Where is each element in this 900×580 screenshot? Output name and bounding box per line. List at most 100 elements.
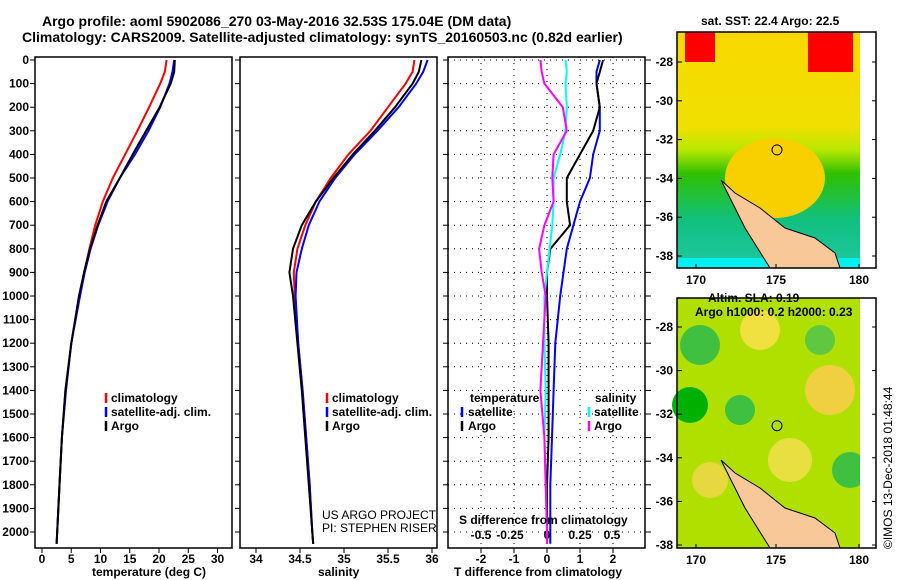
legend-label: Argo: [594, 419, 622, 433]
lon-tick-label: 175: [766, 273, 786, 287]
x-tick-label: 34: [249, 552, 263, 566]
y-tick-label: 200: [9, 100, 29, 114]
x2-tick-label: 0.5: [604, 528, 621, 542]
x-tick-label: 36: [425, 552, 439, 566]
plot-frame-0: [34, 56, 233, 549]
y-tick-label: 1800: [2, 478, 29, 492]
series-line-t-argo: [546, 59, 605, 544]
x2-tick-label: -0.25: [496, 528, 524, 542]
title-line-2: Climatology: CARS2009. Satellite-adjuste…: [22, 29, 623, 45]
x-tick-label: 5: [68, 552, 75, 566]
x-tick-label: 25: [182, 552, 196, 566]
x-tick-label: 0: [39, 552, 46, 566]
legend-label: satellite-adj. clim.: [332, 405, 432, 419]
sla-blob: [805, 365, 855, 415]
x-tick-label: 35: [337, 552, 351, 566]
legend-label: satellite-adj. clim.: [111, 405, 211, 419]
legend-label: climatology: [111, 391, 178, 405]
land-new-zealand: [720, 459, 841, 549]
y-tick-label: 1700: [2, 454, 29, 468]
y-tick-label: 2000: [2, 525, 29, 539]
y-tick-label: 1300: [2, 360, 29, 374]
project-line-1: US ARGO PROJECT: [322, 508, 437, 522]
series-line-argo: [288, 59, 423, 544]
y-tick-label: 1600: [2, 431, 29, 445]
legend-label: Argo: [111, 419, 139, 433]
y-tick-label: 100: [9, 77, 29, 91]
land-new-zealand: [720, 179, 841, 269]
lon-tick-label: 175: [766, 553, 786, 567]
sst-map-title: sat. SST: 22.4 Argo: 22.5: [701, 14, 840, 28]
lat-tick-label: -36: [656, 494, 674, 508]
argo-location-marker: [771, 420, 783, 432]
legend-label: Argo: [468, 419, 496, 433]
x-tick-label: -2: [476, 552, 487, 566]
x-tick-label: 2: [610, 552, 617, 566]
y-tick-label: 1200: [2, 336, 29, 350]
x-tick-label: 20: [152, 552, 166, 566]
legend-label: satellite: [594, 405, 639, 419]
credit: ©IMOS 13-Dec-2018 01:48:44: [881, 386, 895, 549]
lon-tick-label: 180: [849, 553, 869, 567]
sla-map-title-1: Altim. SLA: 0.19: [708, 291, 800, 305]
legend-label: climatology: [332, 391, 399, 405]
lat-tick-label: -32: [656, 407, 674, 421]
no-data-strip: [860, 32, 876, 268]
series-line-satellite-adj-clim-: [294, 59, 429, 544]
sla-blob: [680, 325, 720, 365]
sla-blob: [725, 395, 755, 425]
y-tick-label: 0: [22, 53, 29, 67]
no-data-strip: [860, 298, 876, 548]
sla-blob: [740, 310, 780, 350]
x-tick-label: 0: [544, 552, 551, 566]
y-tick-label: 800: [9, 242, 29, 256]
x2-tick-label: -0.5: [471, 528, 492, 542]
x-tick-label: 30: [211, 552, 225, 566]
lat-tick-label: -38: [656, 249, 674, 263]
sst-hot-patch: [685, 32, 715, 62]
y-tick-label: 1500: [2, 407, 29, 421]
x-tick-label: 10: [94, 552, 108, 566]
temp-xlabel: temperature (deg C): [92, 565, 207, 579]
x-tick-label: -1: [509, 552, 520, 566]
y-tick-label: 900: [9, 265, 29, 279]
lon-tick-label: 180: [849, 273, 869, 287]
plot-frame-1: [239, 56, 438, 549]
lat-tick-label: -32: [656, 133, 674, 147]
y-tick-label: 500: [9, 171, 29, 185]
lat-tick-label: -34: [656, 171, 674, 185]
project-line-2: PI: STEPHEN RISER: [322, 521, 437, 535]
series-line-s-argo: [538, 59, 568, 544]
diff-xlabel: T difference from climatology: [454, 565, 623, 579]
diff-x2label: S difference from climatology: [459, 513, 628, 527]
lat-tick-label: -34: [656, 451, 674, 465]
y-tick-label: 1400: [2, 383, 29, 397]
argo-location-marker: [771, 144, 783, 156]
sla-blob: [768, 438, 812, 482]
sla-map: [672, 297, 877, 549]
sla-blob: [692, 462, 728, 498]
sst-map: [676, 31, 877, 269]
legend-title-salinity: salinity: [595, 391, 637, 405]
y-tick-label: 1000: [2, 289, 29, 303]
x-tick-label: 15: [123, 552, 137, 566]
y-tick-label: 400: [9, 147, 29, 161]
lat-tick-label: -28: [656, 320, 674, 334]
lat-tick-label: -28: [656, 55, 674, 69]
legend-title-temperature: temperature: [470, 391, 540, 405]
y-tick-label: 1900: [2, 501, 29, 515]
y-tick-label: 300: [9, 124, 29, 138]
x-tick-label: 1: [577, 552, 584, 566]
sla-map-title-2: Argo h1000: 0.2 h2000: 0.23: [695, 305, 853, 319]
title-line-1: Argo profile: aoml 5902086_270 03-May-20…: [42, 13, 512, 29]
y-tick-label: 600: [9, 195, 29, 209]
legend-label: Argo: [332, 419, 360, 433]
series-line-climatology: [292, 59, 416, 544]
y-tick-label: 1100: [3, 313, 29, 327]
sal-xlabel: salinity: [318, 565, 360, 579]
sst-warm-tongue: [725, 138, 825, 218]
series-line-satellite-adj-clim-: [55, 59, 176, 544]
x2-tick-label: 0.25: [568, 528, 592, 542]
lon-tick-label: 170: [686, 553, 706, 567]
